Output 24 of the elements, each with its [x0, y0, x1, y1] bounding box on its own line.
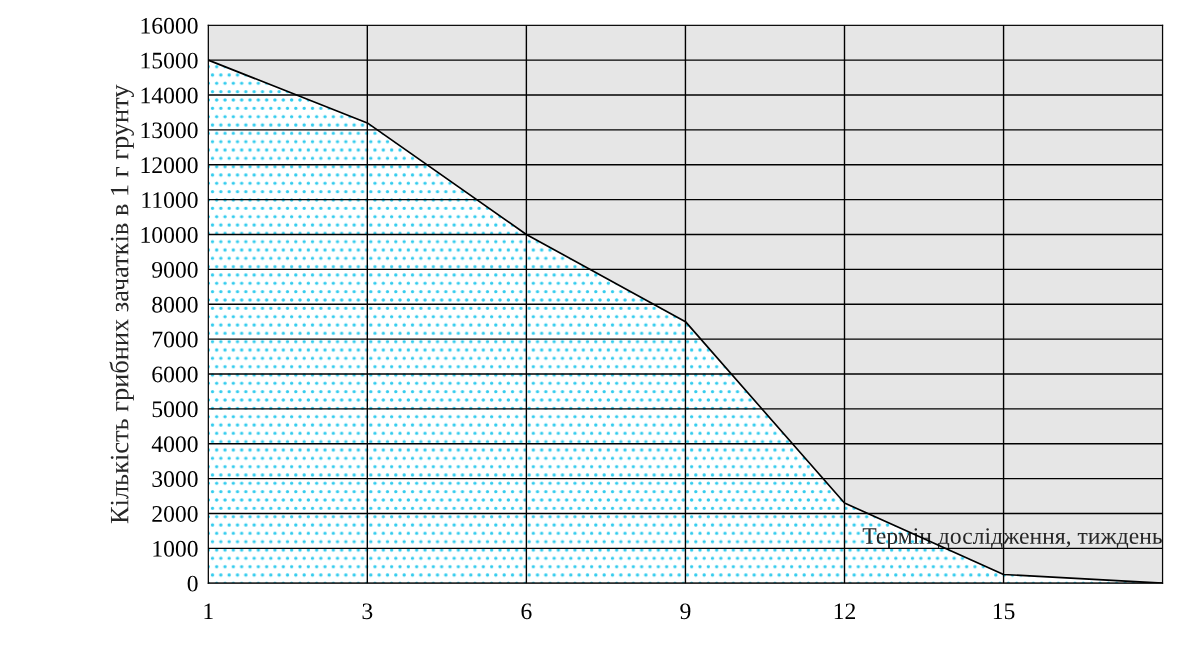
x-tick-label: 3	[362, 603, 373, 620]
x-tick-label: 12	[834, 603, 856, 620]
y-tick-label: 2000	[152, 505, 198, 522]
y-tick-label: 4000	[151, 436, 198, 453]
x-tick-label: 6	[521, 603, 532, 620]
y-tick-label: 6000	[152, 366, 198, 383]
y-tick-label: 7000	[152, 331, 198, 348]
y-tick-label: 8000	[152, 296, 198, 313]
y-tick-label: 16000	[141, 17, 198, 34]
y-tick-label: 1000	[153, 540, 198, 557]
y-tick-label: 15000	[141, 52, 198, 69]
y-axis-title: Кількість грибних зачатків в 1 г грунту	[109, 84, 134, 524]
y-tick-label: 13000	[141, 122, 198, 139]
y-tick-label: 3000	[152, 471, 198, 488]
y-tick-label: 5000	[152, 401, 198, 418]
y-tick-label: 12000	[141, 157, 198, 174]
y-tick-label: 0	[187, 575, 198, 592]
y-tick-label: 14000	[141, 87, 198, 104]
y-tick-label: 9000	[152, 261, 198, 278]
x-tick-label: 15	[993, 603, 1015, 620]
y-tick-label: 10000	[141, 226, 198, 243]
y-tick-label: 11000	[142, 192, 198, 209]
x-tick-label: 9	[680, 603, 691, 620]
x-tick-label: 1	[204, 603, 213, 620]
